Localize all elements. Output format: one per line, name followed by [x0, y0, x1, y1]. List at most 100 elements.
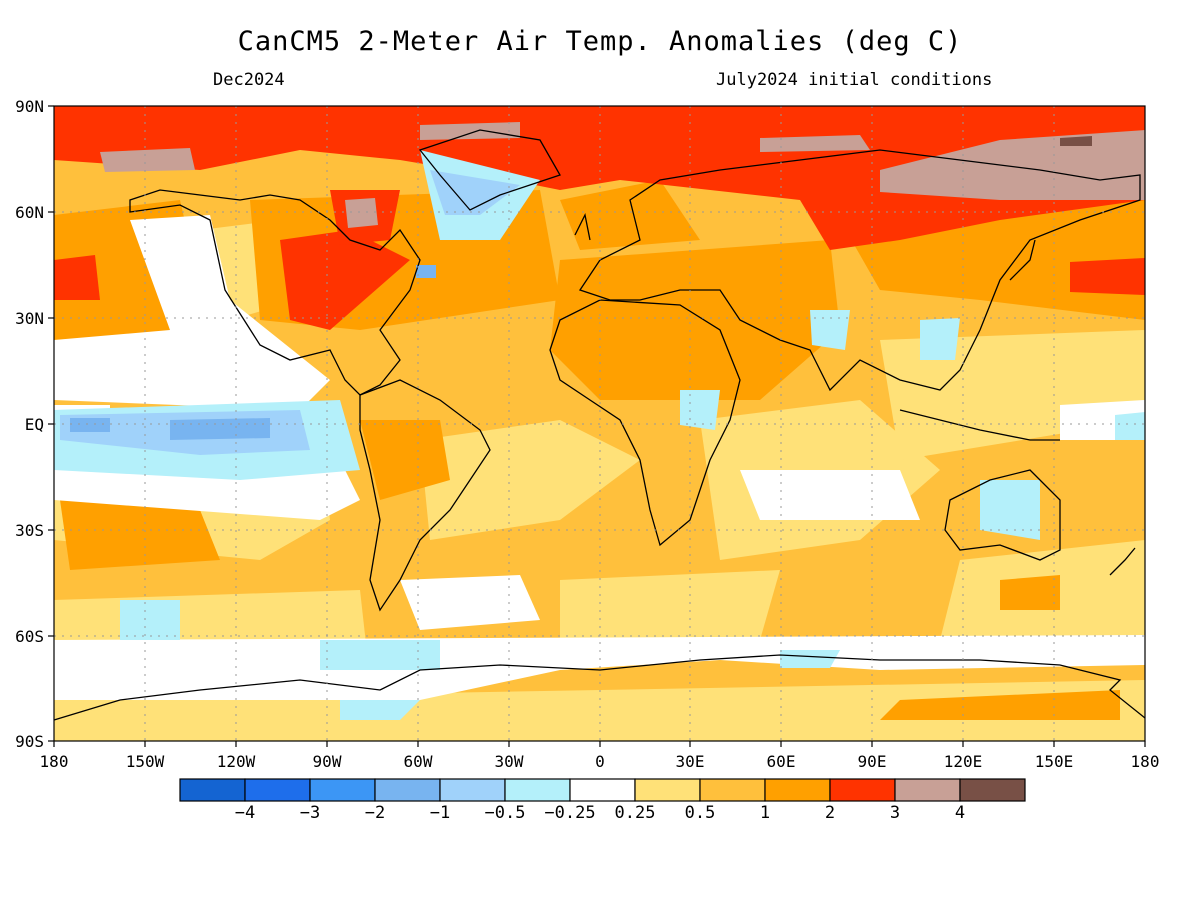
anomaly-region — [550, 240, 840, 400]
anomaly-region — [54, 255, 100, 300]
lon-label: 60W — [404, 752, 433, 771]
colorbar-swatch — [569, 778, 636, 802]
colorbar-tick-label: 1 — [760, 803, 770, 823]
lat-label: 30S — [15, 521, 44, 540]
colorbar-swatch — [244, 778, 311, 802]
lon-label: 120E — [944, 752, 983, 771]
colorbar-swatch — [504, 778, 571, 802]
coastline-new-zealand — [1109, 547, 1136, 576]
colorbar-swatch — [439, 778, 506, 802]
anomaly-midblue-regions — [70, 265, 436, 440]
colorbar-swatch — [829, 778, 896, 802]
anomaly-region — [880, 690, 1120, 720]
anomaly-region — [1115, 412, 1145, 440]
coastline-japan — [1009, 239, 1036, 281]
lon-label: 30W — [495, 752, 524, 771]
lon-label: 150E — [1035, 752, 1074, 771]
colorbar-tick-label: −0.25 — [544, 803, 595, 823]
graticule — [54, 106, 1145, 741]
anomaly-region — [340, 700, 420, 720]
anomaly-region — [420, 122, 520, 140]
anomaly-region — [360, 420, 450, 500]
colorbar-tick-label: 3 — [890, 803, 900, 823]
colorbar-swatch — [179, 778, 246, 802]
lon-label: 0 — [595, 752, 605, 771]
anomaly-region — [810, 310, 850, 350]
colorbar-labels: −4 −3 −2 −1 −0.5 −0.25 0.25 0.5 1 2 3 4 — [235, 803, 965, 823]
colorbar — [179, 778, 1026, 802]
colorbar-tick-label: −3 — [300, 803, 320, 823]
colorbar-tick-label: −4 — [235, 803, 255, 823]
coastline-greenland — [418, 129, 561, 211]
colorbar-swatch — [699, 778, 766, 802]
anomaly-region — [345, 198, 378, 228]
anomaly-region — [70, 418, 110, 432]
anomaly-region — [320, 640, 440, 670]
anomaly-region — [1000, 575, 1060, 610]
coastline-antarctica — [53, 654, 1146, 721]
anomaly-region — [430, 170, 520, 215]
lat-label: 60N — [15, 203, 44, 222]
colorbar-swatch — [894, 778, 961, 802]
colorbar-tick-label: 2 — [825, 803, 835, 823]
anomaly-region — [920, 318, 960, 360]
valid-month-label: Dec2024 — [213, 70, 285, 90]
anomaly-region — [100, 148, 195, 172]
coastline-uk — [574, 213, 591, 241]
lon-label: 90E — [858, 752, 887, 771]
anomaly-region — [760, 135, 870, 152]
anomaly-region — [280, 230, 410, 330]
coastlines — [53, 129, 1146, 721]
anomaly-region — [170, 418, 270, 440]
lon-label: 90W — [313, 752, 342, 771]
anomaly-region — [120, 600, 180, 640]
colorbar-swatch — [374, 778, 441, 802]
coastline-australia — [944, 469, 1061, 561]
lon-labels: 180 150W 120W 90W 60W 30W 0 30E 60E 90E … — [40, 752, 1160, 771]
anomaly-region — [1070, 258, 1145, 295]
lat-label: 60S — [15, 627, 44, 646]
colorbar-tick-label: −2 — [365, 803, 385, 823]
coastline-eurasia — [578, 149, 1141, 392]
anomaly-region — [740, 470, 920, 520]
initial-conditions-label: July2024 initial conditions — [716, 70, 993, 90]
colorbar-tick-label: −1 — [430, 803, 450, 823]
colorbar-tick-label: 0.5 — [685, 803, 716, 823]
coastline-north-america — [129, 189, 421, 396]
anomaly-region — [420, 420, 640, 540]
axis-ticks — [48, 105, 1146, 747]
lon-label: 60E — [767, 752, 796, 771]
anomaly-region — [560, 570, 780, 640]
anomaly-region — [60, 500, 220, 570]
anomaly-region — [1060, 136, 1092, 146]
anomaly-region — [560, 180, 700, 250]
colorbar-swatch — [309, 778, 376, 802]
lon-label: 150W — [126, 752, 165, 771]
colorbar-tick-label: 0.25 — [615, 803, 656, 823]
colorbar-swatch — [634, 778, 701, 802]
colorbar-tick-label: 4 — [955, 803, 965, 823]
lon-label: 180 — [1131, 752, 1160, 771]
lon-label: 120W — [217, 752, 256, 771]
colorbar-swatch — [959, 778, 1026, 802]
lat-label: 30N — [15, 309, 44, 328]
lat-labels: 90N 60N 30N EQ 30S 60S 90S — [15, 97, 44, 751]
colorbar-swatch — [764, 778, 831, 802]
map-panel — [48, 105, 1146, 747]
anomaly-region — [780, 650, 840, 668]
lat-label: 90S — [15, 732, 44, 751]
anomaly-tan-regions — [100, 122, 1145, 228]
coastline-africa — [549, 299, 741, 547]
colorbar-tick-label: −0.5 — [485, 803, 526, 823]
lon-label: 30E — [676, 752, 705, 771]
lon-label: 180 — [40, 752, 69, 771]
coastline-indonesia — [899, 409, 1060, 441]
anomaly-region — [416, 265, 436, 278]
anomaly-region — [400, 575, 540, 630]
anomaly-region — [54, 215, 330, 410]
coastline-south-america — [359, 379, 491, 612]
map-title: CanCM5 2-Meter Air Temp. Anomalies (deg … — [237, 26, 963, 57]
anomaly-region — [980, 480, 1040, 540]
lat-label: EQ — [25, 415, 44, 434]
